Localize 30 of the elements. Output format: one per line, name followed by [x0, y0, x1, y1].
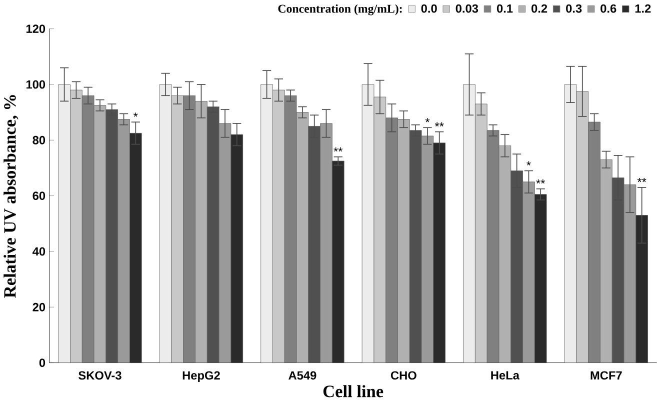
- legend-label: 1.2: [635, 4, 651, 13]
- annotation: *: [425, 118, 430, 122]
- legend-label: 0.03: [456, 4, 478, 13]
- legend-label: 0.2: [532, 4, 548, 13]
- y-axis-title: Relative UV absorbance, %: [4, 95, 18, 298]
- annotation: **: [434, 122, 444, 127]
- legend-label: 0.0: [421, 4, 437, 13]
- annotation: **: [536, 179, 546, 184]
- y-tick-label: 60: [32, 192, 46, 200]
- x-tick-label: CHO: [390, 371, 416, 380]
- y-tick-label: 80: [32, 136, 46, 144]
- x-tick-label: HepG2: [182, 371, 220, 382]
- legend-label: 0.1: [496, 4, 513, 13]
- y-tick-label: 120: [26, 24, 46, 34]
- y-tick-label: 100: [26, 80, 46, 89]
- x-tick-label: HeLa: [491, 371, 520, 380]
- annotation: **: [637, 178, 646, 182]
- legend-title: Concentration (mg/mL):: [278, 4, 402, 16]
- y-tick-label: 0: [39, 358, 46, 368]
- y-tick-label: 40: [32, 247, 46, 256]
- legend-label: 0.3: [566, 4, 582, 13]
- legend-label: 0.6: [600, 4, 616, 13]
- annotation: *: [134, 112, 138, 117]
- y-tick-label: 20: [32, 302, 46, 312]
- x-tick-label: A549: [288, 371, 316, 380]
- annotation: **: [334, 147, 343, 152]
- x-axis-title: Cell line: [323, 385, 384, 398]
- annotation: *: [526, 161, 531, 166]
- x-tick-label: MCF7: [590, 371, 622, 380]
- x-tick-label: SKOV-3: [78, 371, 122, 380]
